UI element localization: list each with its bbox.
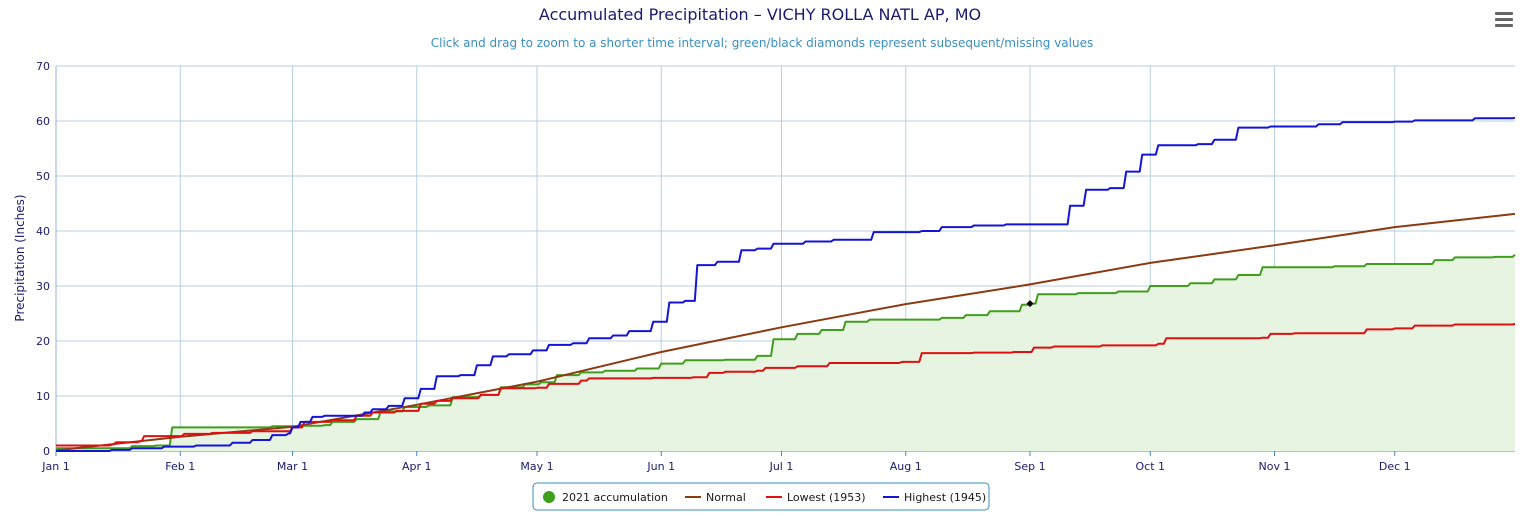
y-tick-label: 40 <box>36 225 50 238</box>
x-tick-label: May 1 <box>520 460 553 473</box>
y-tick-label: 70 <box>36 60 50 73</box>
x-tick-label: Sep 1 <box>1014 460 1045 473</box>
legend-item-normal[interactable]: Normal <box>685 491 746 504</box>
y-tick-label: 0 <box>43 445 50 458</box>
x-tick-label: Jun 1 <box>646 460 675 473</box>
y-axis-label: Precipitation (Inches) <box>13 194 27 321</box>
series-line-2021-accumulation[interactable] <box>56 253 1516 450</box>
legend-item-2021-accumulation[interactable]: 2021 accumulation <box>543 491 668 504</box>
legend[interactable]: 2021 accumulation Normal Lowest (1953) High… <box>532 482 990 511</box>
x-tick-label: Feb 1 <box>165 460 195 473</box>
legend-label: 2021 accumulation <box>562 491 668 504</box>
x-tick-label: Apr 1 <box>402 460 432 473</box>
series[interactable] <box>55 116 1516 452</box>
y-tick-label: 20 <box>36 335 50 348</box>
y-tick-label: 60 <box>36 115 50 128</box>
x-tick-label: Jul 1 <box>769 460 794 473</box>
legend-box <box>532 482 990 511</box>
series-line-lowest-1953[interactable] <box>56 322 1516 447</box>
legend-item-highest-1945[interactable]: Highest (1945) <box>883 491 986 504</box>
legend-label: Highest (1945) <box>904 491 986 504</box>
legend-symbol <box>543 491 555 503</box>
x-tick-label: Dec 1 <box>1379 460 1411 473</box>
y-tick-label: 50 <box>36 170 50 183</box>
series-line-highest-1945[interactable] <box>56 116 1516 452</box>
menu-icon[interactable] <box>1495 12 1513 27</box>
series-area-2021-accumulation <box>56 254 1515 451</box>
x-tick-label: Aug 1 <box>890 460 922 473</box>
chart-title: Accumulated Precipitation – VICHY ROLLA … <box>539 5 981 24</box>
missing-value-diamond <box>1026 300 1034 308</box>
y-tick-label: 10 <box>36 390 50 403</box>
y-tick-label: 30 <box>36 280 50 293</box>
missing-value-markers <box>1026 300 1034 308</box>
legend-label: Lowest (1953) <box>787 491 866 504</box>
legend-label: Normal <box>706 491 746 504</box>
x-tick-label: Nov 1 <box>1259 460 1291 473</box>
legend-item-lowest-1953[interactable]: Lowest (1953) <box>766 491 866 504</box>
x-tick-label: Mar 1 <box>277 460 308 473</box>
x-tick-label: Jan 1 <box>41 460 69 473</box>
chart-subtitle: Click and drag to zoom to a shorter time… <box>431 36 1093 50</box>
x-tick-label: Oct 1 <box>1135 460 1165 473</box>
